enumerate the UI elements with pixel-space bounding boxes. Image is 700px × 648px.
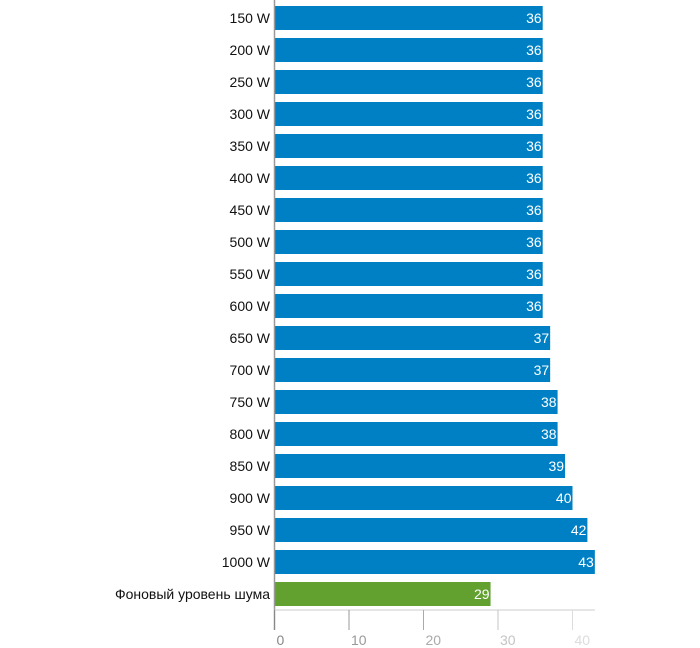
- category-label: 800 W: [230, 426, 271, 442]
- data-label: 36: [526, 170, 542, 186]
- bar: [274, 6, 543, 30]
- category-label: 1000 W: [222, 554, 271, 570]
- data-label: 37: [534, 330, 550, 346]
- bar: [274, 518, 588, 542]
- category-label: 250 W: [230, 74, 271, 90]
- category-label: 700 W: [230, 362, 271, 378]
- bar: [274, 70, 543, 94]
- bar: [274, 326, 551, 350]
- data-label: 36: [526, 74, 542, 90]
- data-label: 43: [578, 554, 594, 570]
- x-tick-label: 10: [351, 632, 367, 648]
- data-label: 42: [571, 522, 587, 538]
- data-label: 38: [541, 426, 557, 442]
- category-label: 950 W: [230, 522, 271, 538]
- category-label: 500 W: [230, 234, 271, 250]
- bar: [274, 390, 558, 414]
- bar: [274, 230, 543, 254]
- category-label: 350 W: [230, 138, 271, 154]
- category-label: 900 W: [230, 490, 271, 506]
- category-label: 300 W: [230, 106, 271, 122]
- category-label: Фоновый уровень шума: [115, 586, 270, 602]
- category-label: 750 W: [230, 394, 271, 410]
- data-label: 40: [556, 490, 572, 506]
- category-label: 850 W: [230, 458, 271, 474]
- data-label: 36: [526, 298, 542, 314]
- category-label: 200 W: [230, 42, 271, 58]
- category-label: 150 W: [230, 10, 271, 26]
- x-tick-label: 30: [500, 632, 516, 648]
- bar: [274, 454, 566, 478]
- bar: [274, 294, 543, 318]
- bar: [274, 198, 543, 222]
- bar: [274, 486, 573, 510]
- data-label: 39: [548, 458, 564, 474]
- category-label: 400 W: [230, 170, 271, 186]
- data-label: 36: [526, 234, 542, 250]
- bar: [274, 166, 543, 190]
- data-label: 36: [526, 202, 542, 218]
- category-label: 550 W: [230, 266, 271, 282]
- data-label: 36: [526, 10, 542, 26]
- data-label: 36: [526, 266, 542, 282]
- bar: [274, 582, 491, 606]
- data-label: 36: [526, 138, 542, 154]
- data-label: 37: [534, 362, 550, 378]
- x-tick-label: 40: [575, 632, 591, 648]
- bar: [274, 358, 551, 382]
- data-label: 29: [474, 586, 490, 602]
- category-label: 600 W: [230, 298, 271, 314]
- bar: [274, 102, 543, 126]
- bar: [274, 134, 543, 158]
- bar: [274, 550, 595, 574]
- x-tick-label: 20: [426, 632, 442, 648]
- bar: [274, 38, 543, 62]
- x-tick-label: 0: [277, 632, 285, 648]
- data-label: 36: [526, 106, 542, 122]
- category-label: 450 W: [230, 202, 271, 218]
- bar: [274, 422, 558, 446]
- bar: [274, 262, 543, 286]
- category-label: 650 W: [230, 330, 271, 346]
- data-label: 36: [526, 42, 542, 58]
- data-label: 38: [541, 394, 557, 410]
